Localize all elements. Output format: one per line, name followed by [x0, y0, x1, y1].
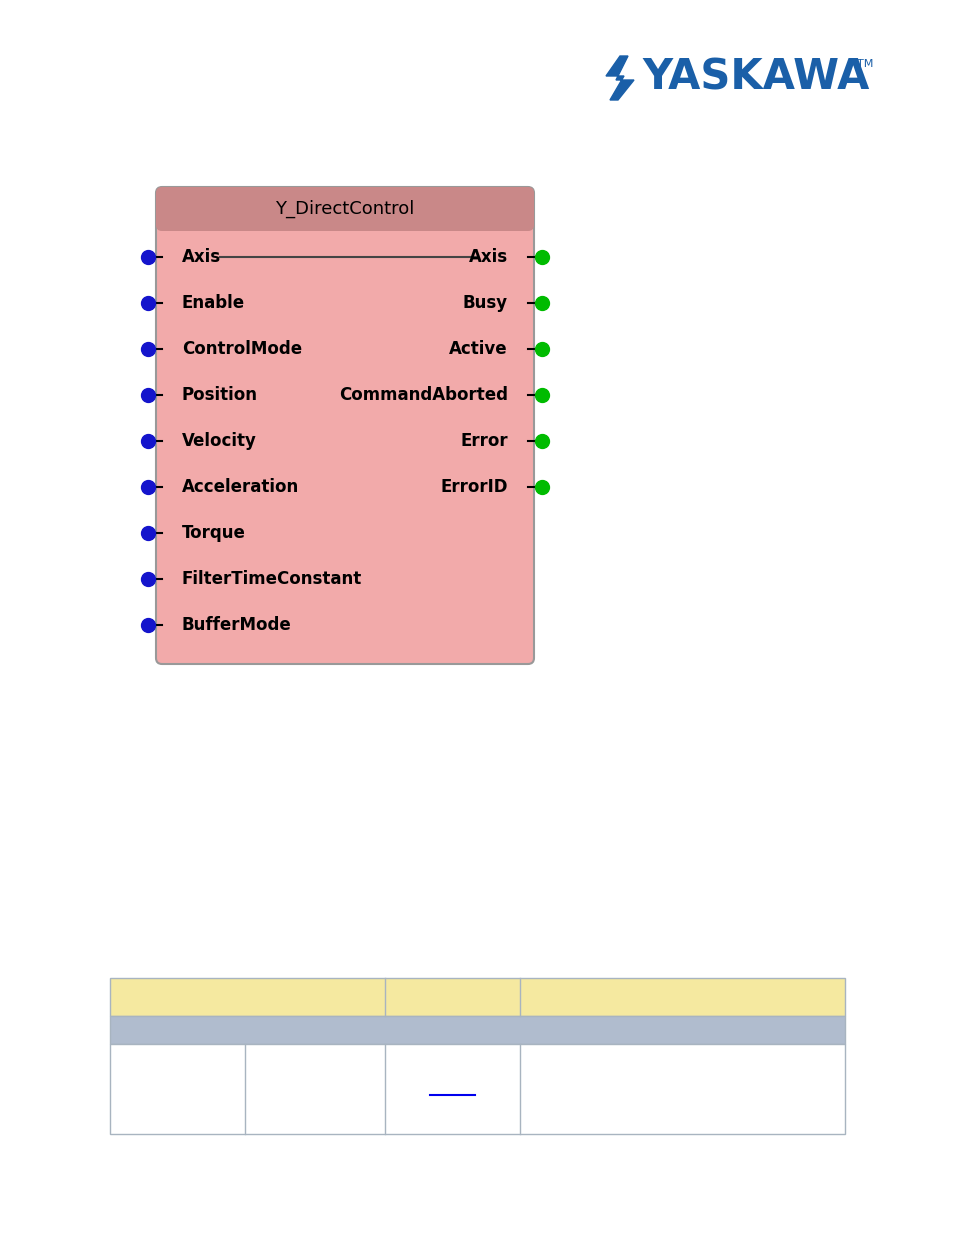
Text: Acceleration: Acceleration [182, 478, 299, 496]
Bar [110, 1044, 844, 1134]
Text: Velocity: Velocity [182, 432, 256, 450]
Text: Error: Error [460, 432, 507, 450]
Text: Enable: Enable [182, 294, 245, 312]
Text: Position: Position [182, 387, 257, 404]
Text: Active: Active [449, 340, 507, 358]
Text: ControlMode: ControlMode [182, 340, 302, 358]
Text: FilterTimeConstant: FilterTimeConstant [182, 571, 362, 588]
Text: Busy: Busy [462, 294, 507, 312]
Text: Axis: Axis [182, 248, 221, 266]
Polygon shape [605, 56, 634, 100]
Text: BufferMode: BufferMode [182, 616, 292, 634]
Text: TM: TM [856, 59, 872, 69]
FancyBboxPatch shape [156, 186, 534, 231]
Text: ErrorID: ErrorID [440, 478, 507, 496]
Text: YASKAWA: YASKAWA [641, 57, 868, 99]
FancyBboxPatch shape [156, 186, 534, 664]
Text: Y_DirectControl: Y_DirectControl [275, 200, 415, 219]
Bar [163, 217, 526, 231]
Text: Torque: Torque [182, 524, 246, 542]
Bar [110, 978, 844, 1016]
Text: CommandAborted: CommandAborted [338, 387, 507, 404]
Text: Axis: Axis [468, 248, 507, 266]
Bar [110, 1016, 844, 1044]
